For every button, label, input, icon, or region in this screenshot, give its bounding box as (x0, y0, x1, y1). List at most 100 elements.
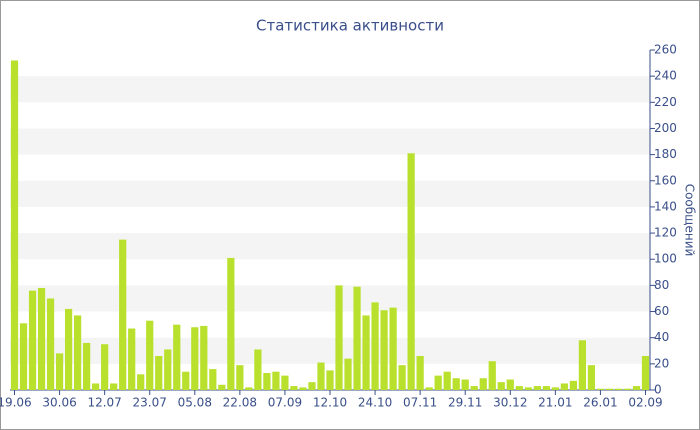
y-tick-label: 160 (654, 173, 677, 187)
bar (272, 371, 280, 390)
x-tick-label: 22.08 (223, 396, 257, 410)
bar (64, 308, 73, 390)
grid-band (10, 337, 650, 364)
bar (254, 349, 262, 390)
y-tick-label: 240 (654, 69, 677, 83)
bar (533, 386, 541, 390)
bar (191, 327, 199, 390)
bar (569, 380, 577, 390)
bar (182, 371, 190, 390)
bar (335, 285, 343, 390)
bar (173, 324, 181, 390)
bar (524, 387, 532, 390)
bar (308, 382, 316, 390)
bar (632, 386, 641, 390)
y-tick-label: 120 (654, 226, 677, 240)
bar (488, 361, 496, 390)
bar (263, 373, 271, 390)
x-tick-label: 19.06 (0, 396, 32, 410)
x-tick-label: 29.11 (448, 396, 482, 410)
bar (37, 288, 46, 390)
bar (200, 325, 208, 390)
bar (515, 386, 523, 390)
bar (506, 379, 514, 390)
bar (596, 388, 605, 390)
x-tick-label: 07.09 (268, 396, 302, 410)
bar (398, 365, 406, 390)
bar (425, 387, 433, 390)
bar (227, 257, 235, 390)
bar (137, 374, 145, 390)
bar (371, 302, 379, 390)
bar (470, 386, 478, 390)
bar (344, 358, 352, 390)
bar (452, 378, 460, 390)
x-tick-label: 12.10 (313, 396, 347, 410)
bar (353, 286, 361, 390)
y-tick-label: 80 (654, 278, 669, 292)
bar (542, 386, 550, 390)
bar (560, 383, 568, 390)
bar (479, 378, 487, 390)
grid-band (10, 285, 650, 312)
bar (407, 153, 415, 390)
bar (326, 370, 334, 390)
bar (614, 388, 623, 390)
bar (605, 388, 614, 390)
bar (92, 383, 100, 390)
bar (119, 239, 127, 390)
x-tick-label: 23.07 (133, 396, 167, 410)
bar (587, 365, 596, 390)
bar (218, 384, 226, 390)
bar (101, 344, 109, 390)
bar (74, 315, 82, 390)
x-tick-label: 24.10 (358, 396, 392, 410)
bar (155, 356, 163, 390)
bar (416, 356, 424, 390)
bar (551, 387, 559, 390)
bar (443, 371, 451, 390)
bar (236, 365, 244, 390)
bar (46, 298, 55, 390)
x-tick-label: 02.09 (628, 396, 662, 410)
y-tick-label: 20 (654, 356, 669, 370)
bar (578, 340, 586, 390)
bar (209, 369, 217, 390)
bar (281, 375, 289, 390)
bar (10, 60, 19, 390)
bar (55, 353, 64, 390)
bar (28, 290, 37, 390)
x-tick-label: 12.07 (87, 396, 121, 410)
bar (317, 362, 325, 390)
bar (380, 310, 388, 390)
y-tick-label: 0 (654, 383, 662, 397)
bar (389, 307, 397, 390)
bar (362, 315, 370, 390)
y-tick-label: 260 (654, 43, 677, 57)
bar (461, 379, 469, 390)
y-tick-label: 100 (654, 252, 677, 266)
grid-band (10, 180, 650, 207)
y-tick-label: 60 (654, 304, 669, 318)
bar (83, 342, 91, 390)
bar (110, 383, 118, 390)
grid-band (10, 233, 650, 260)
y-tick-label: 140 (654, 199, 677, 213)
x-tick-label: 30.06 (42, 396, 76, 410)
x-tick-label: 21.01 (538, 396, 572, 410)
grid-band (10, 76, 650, 103)
bar (641, 356, 650, 390)
bar (434, 375, 442, 390)
y-tick-label: 180 (654, 147, 677, 161)
x-tick-label: 07.11 (403, 396, 437, 410)
bar (623, 388, 632, 390)
bar (164, 349, 172, 390)
bar (128, 328, 136, 390)
bar (299, 387, 307, 390)
y-tick-label: 40 (654, 330, 669, 344)
y-axis-label: Сообщений (683, 184, 697, 257)
bar (290, 386, 298, 390)
x-tick-label: 26.01 (583, 396, 617, 410)
bar (19, 323, 28, 390)
